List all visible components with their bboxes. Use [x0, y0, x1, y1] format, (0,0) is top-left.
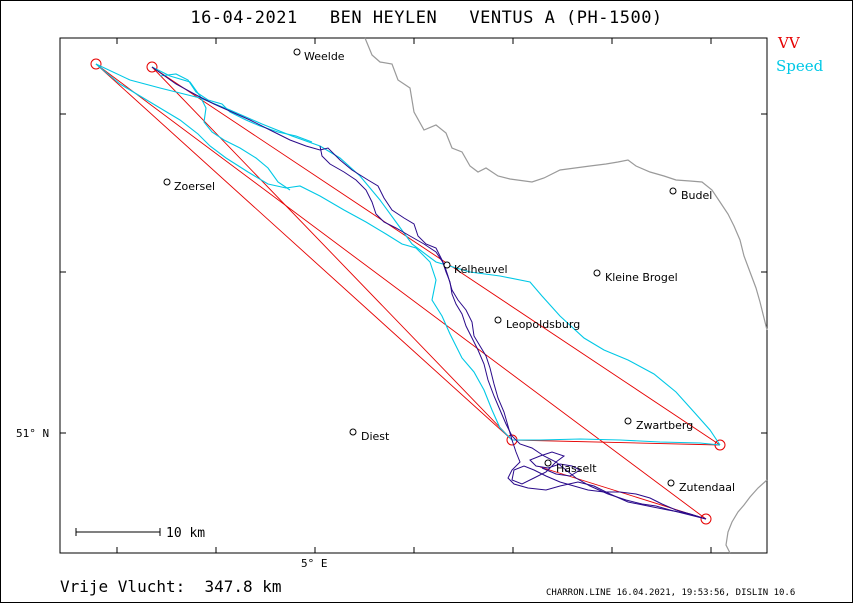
place-label-budel: Budel	[681, 189, 712, 202]
longitude-label: 5° E	[301, 557, 328, 570]
place-label-weelde: Weelde	[304, 50, 345, 63]
flight-title: 16-04-2021 BEN HEYLEN VENTUS A (PH-1500)	[190, 8, 663, 28]
speed-track	[95, 63, 721, 446]
scale-bar	[75, 528, 161, 536]
legend-speed: Speed	[776, 57, 824, 75]
flight-trace	[151, 66, 707, 520]
axis-ticks	[60, 38, 767, 553]
distance-summary: Vrije Vlucht: 347.8 km	[60, 577, 282, 596]
place-label-kelheuvel: Kelheuvel	[454, 263, 508, 276]
place-label-leopoldsburg: Leopoldsburg	[506, 318, 580, 331]
place-label-zoersel: Zoersel	[174, 180, 215, 193]
turnpoint-markers	[90, 58, 726, 525]
legend-vv: VV	[778, 34, 800, 52]
country-border	[364, 37, 768, 331]
country-border-south	[725, 479, 768, 554]
task-legs	[95, 63, 721, 520]
scale-bar-label: 10 km	[166, 526, 205, 541]
place-label-diest: Diest	[361, 430, 390, 443]
place-label-zutendaal: Zutendaal	[679, 481, 735, 494]
place-label-kleine-brogel: Kleine Brogel	[605, 271, 678, 284]
place-label-hasselt: Hasselt	[556, 462, 597, 475]
place-markers	[163, 48, 677, 487]
software-stamp: CHARRON.LINE 16.04.2021, 19:53:56, DISLI…	[546, 588, 796, 598]
map-frame	[59, 37, 768, 554]
latitude-label: 51° N	[16, 427, 49, 440]
place-label-zwartberg: Zwartberg	[636, 419, 693, 432]
